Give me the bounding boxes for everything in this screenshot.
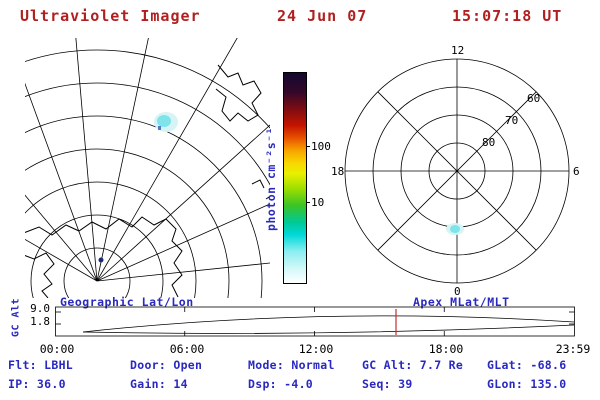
parallel-circle xyxy=(30,214,164,298)
parallel-circle xyxy=(25,49,270,129)
colorbar xyxy=(283,72,307,284)
mlt-label-18: 18 xyxy=(331,165,344,178)
colorbar-tick-10: 10 xyxy=(311,196,325,209)
mlt-label-12: 12 xyxy=(451,44,464,57)
header-date: 24 Jun 07 xyxy=(277,7,368,25)
mlat-label-60: 60 xyxy=(527,92,540,105)
gc-alt-lower-curve xyxy=(82,324,575,334)
antarctica-inner-coastline xyxy=(25,252,55,298)
meridian-line xyxy=(96,38,238,282)
gc-alt-strip-chart xyxy=(55,306,575,337)
strip-axis-ticks xyxy=(55,307,575,336)
mlt-spokes xyxy=(345,59,569,283)
coastlines xyxy=(25,64,270,298)
meridian-line xyxy=(25,238,98,282)
strip-frame xyxy=(55,306,575,337)
xtick-1800: 18:00 xyxy=(428,342,464,356)
status-ip: IP: 36.0 xyxy=(8,377,66,391)
strip-ytick-max: 9.0 xyxy=(30,302,50,315)
status-gc-alt: GC Alt: 7.7 Re xyxy=(362,358,464,372)
parallel-circle xyxy=(25,148,230,298)
mlat-label-80: 80 xyxy=(482,136,495,149)
mlt-label-0: 0 xyxy=(454,285,461,298)
meridian-line xyxy=(75,38,98,282)
meridian-line xyxy=(25,194,98,282)
meridian-line xyxy=(25,82,98,282)
mlt-label-6: 6 xyxy=(573,165,580,178)
australia-coastline xyxy=(215,64,262,122)
page-title: Ultraviolet Imager xyxy=(20,7,201,25)
colorbar-tick-mark xyxy=(306,146,310,147)
status-dsp: Dsp: -4.0 xyxy=(248,377,314,391)
xtick-0000: 00:00 xyxy=(39,342,75,356)
strip-ylabel: GC Alt xyxy=(10,297,22,338)
parallel-circle xyxy=(25,82,270,186)
status-seq: Seq: 39 xyxy=(362,377,413,391)
status-glon: GLon: 135.0 xyxy=(487,377,567,391)
island-coastline xyxy=(265,195,270,200)
parallel-circle xyxy=(25,115,263,298)
xtick-1200: 12:00 xyxy=(298,342,334,356)
antarctica-coastline xyxy=(25,216,183,298)
meridian-line xyxy=(96,124,270,282)
meridian-line xyxy=(96,203,270,282)
colorbar-unit-label: photon cm⁻²s⁻¹ xyxy=(264,127,278,231)
xtick-0600: 06:00 xyxy=(169,342,205,356)
geo-emission-patch xyxy=(154,112,178,132)
strip-ytick-min: 1.8 xyxy=(30,315,50,328)
gc-alt-curve xyxy=(82,315,575,334)
status-glat: GLat: -68.6 xyxy=(487,358,567,372)
emission-core xyxy=(157,115,171,127)
colorbar-tick-mark xyxy=(306,202,310,203)
apex-emission-patch xyxy=(446,223,464,235)
xtick-2359: 23:59 xyxy=(555,342,591,356)
meridian-line xyxy=(96,38,149,282)
apex-polar-panel: 12 18 6 0 60 70 80 xyxy=(331,44,580,298)
mlat-label-70: 70 xyxy=(505,114,518,127)
gc-alt-upper-curve xyxy=(82,315,575,333)
island-coastline xyxy=(251,179,265,189)
header-time-ut: 15:07:18 UT xyxy=(452,7,563,25)
status-door: Door: Open xyxy=(130,358,203,372)
colorbar-tick-100: 100 xyxy=(311,140,331,153)
meridian-line xyxy=(96,262,270,282)
latitude-grid-circles xyxy=(25,49,270,298)
parallel-circle xyxy=(25,181,197,298)
status-flt: Flt: LBHL xyxy=(8,358,74,372)
apex-panel-caption: Apex MLat/MLT xyxy=(413,295,510,309)
dark-pixel xyxy=(98,257,104,263)
emission-core xyxy=(450,225,460,233)
emission-blue-pixel xyxy=(158,126,161,130)
longitude-grid-meridians xyxy=(25,38,270,282)
status-mode: Mode: Normal xyxy=(248,358,335,372)
spoke-diagonal xyxy=(377,91,537,251)
geographic-map-panel xyxy=(25,38,270,298)
parallel-circle xyxy=(63,247,131,298)
geo-panel-caption: Geographic Lat/Lon xyxy=(60,295,194,309)
status-gain: Gain: 14 xyxy=(130,377,188,391)
